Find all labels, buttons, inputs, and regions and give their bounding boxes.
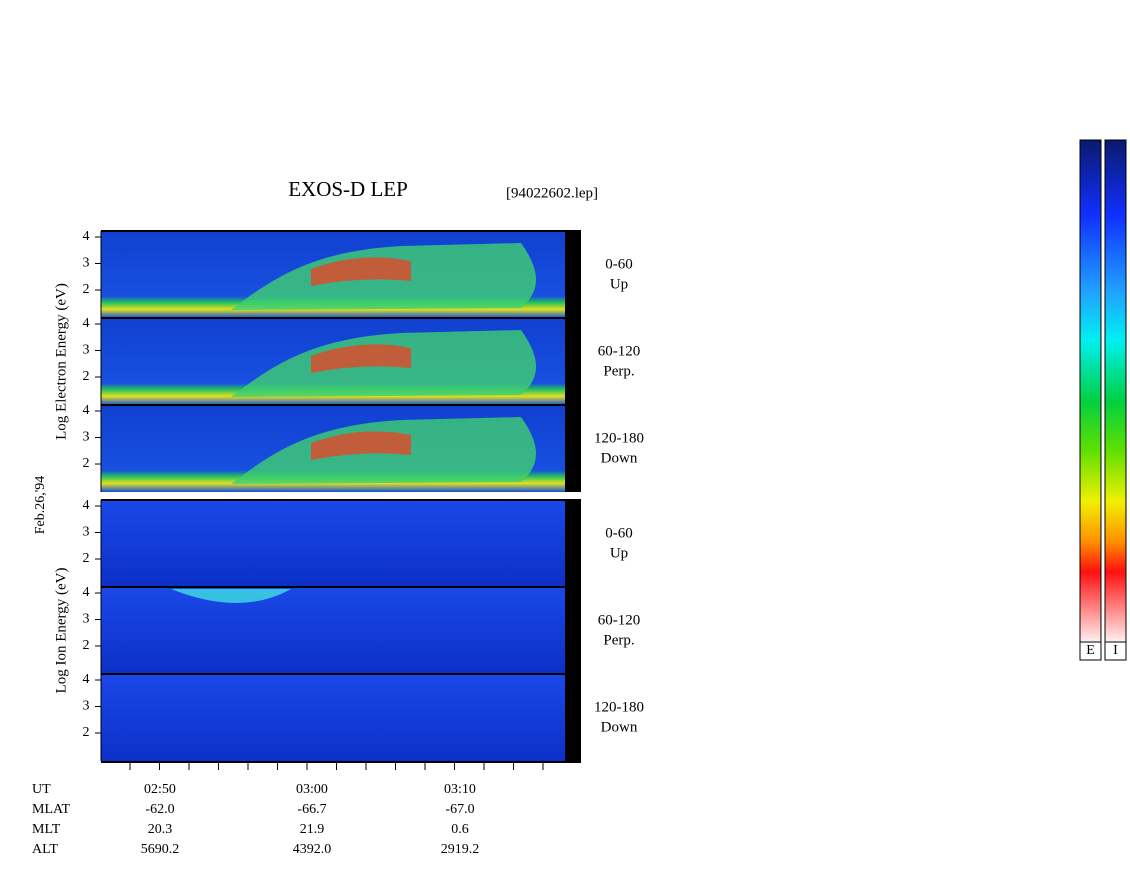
emission-core (311, 431, 411, 460)
panel-direction: Perp. (603, 632, 634, 648)
color-bar-label: I (1113, 643, 1118, 658)
color-bar-label: E (1086, 643, 1095, 658)
emission-core (311, 344, 411, 373)
panel-range: 60-120 (598, 343, 641, 359)
y-tick-label: 2 (83, 551, 90, 566)
panel-range: 0-60 (605, 256, 633, 272)
spectrogram (101, 500, 565, 587)
table-cell: 5690.2 (141, 842, 180, 857)
file-name: [94022602.lep] (506, 185, 598, 201)
color-bar (1079, 139, 1102, 643)
table-cell: 03:00 (296, 782, 328, 797)
y-tick-label: 4 (83, 672, 90, 687)
y-tick-label: 2 (83, 638, 90, 653)
date: Feb.26,'94 (33, 476, 48, 535)
panel-direction: Down (601, 450, 638, 466)
row-label: UT (32, 782, 51, 797)
table-cell: 21.9 (300, 822, 325, 837)
title: EXOS-D LEP (288, 177, 408, 201)
y-tick-label: 3 (83, 430, 90, 445)
y-tick-label: 3 (83, 343, 90, 358)
ion-beam (171, 589, 291, 603)
y-tick-label: 3 (83, 612, 90, 627)
spectrogram (101, 587, 565, 674)
row-label: MLAT (32, 802, 71, 817)
y-tick-label: 3 (83, 256, 90, 271)
y-tick-label: 2 (83, 725, 90, 740)
color-bar (1104, 139, 1127, 643)
table-cell: 0.6 (451, 822, 469, 837)
y-tick-label: 4 (83, 403, 90, 418)
y-tick-label: 3 (83, 525, 90, 540)
panel-direction: Up (610, 545, 628, 561)
table-cell: -67.0 (445, 802, 474, 817)
emission-core (311, 257, 411, 286)
data-gap (565, 587, 581, 674)
data-gap (565, 405, 581, 492)
y-axis-label: Log Electron Energy (eV) (53, 283, 69, 440)
table-cell: 02:50 (144, 782, 176, 797)
y-tick-label: 4 (83, 229, 90, 244)
spectrogram (101, 674, 565, 761)
table-cell: 20.3 (148, 822, 173, 837)
panel-direction: Up (610, 276, 628, 292)
y-tick-label: 2 (83, 456, 90, 471)
panel-range: 60-120 (598, 612, 641, 628)
data-gap (565, 231, 581, 318)
y-tick-label: 4 (83, 498, 90, 513)
panel-direction: Down (601, 719, 638, 735)
panel-range: 120-180 (594, 699, 644, 715)
y-tick-label: 3 (83, 699, 90, 714)
y-tick-label: 2 (83, 282, 90, 297)
row-label: MLT (32, 822, 61, 837)
data-gap (565, 500, 581, 587)
table-cell: 03:10 (444, 782, 476, 797)
color-bar-label-box (1104, 641, 1127, 661)
y-tick-label: 4 (83, 316, 90, 331)
y-tick-label: 4 (83, 585, 90, 600)
y-tick-label: 2 (83, 369, 90, 384)
panel-direction: Perp. (603, 363, 634, 379)
data-gap (565, 674, 581, 761)
table-cell: -66.7 (297, 802, 326, 817)
color-bar-label-box (1079, 641, 1102, 661)
table-cell: 4392.0 (293, 842, 332, 857)
panel-range: 120-180 (594, 430, 644, 446)
data-gap (565, 318, 581, 405)
row-label: ALT (32, 842, 58, 857)
table-cell: -62.0 (145, 802, 174, 817)
y-axis-label: Log Ion Energy (eV) (53, 568, 69, 694)
table-cell: 2919.2 (441, 842, 480, 857)
panel-range: 0-60 (605, 525, 633, 541)
